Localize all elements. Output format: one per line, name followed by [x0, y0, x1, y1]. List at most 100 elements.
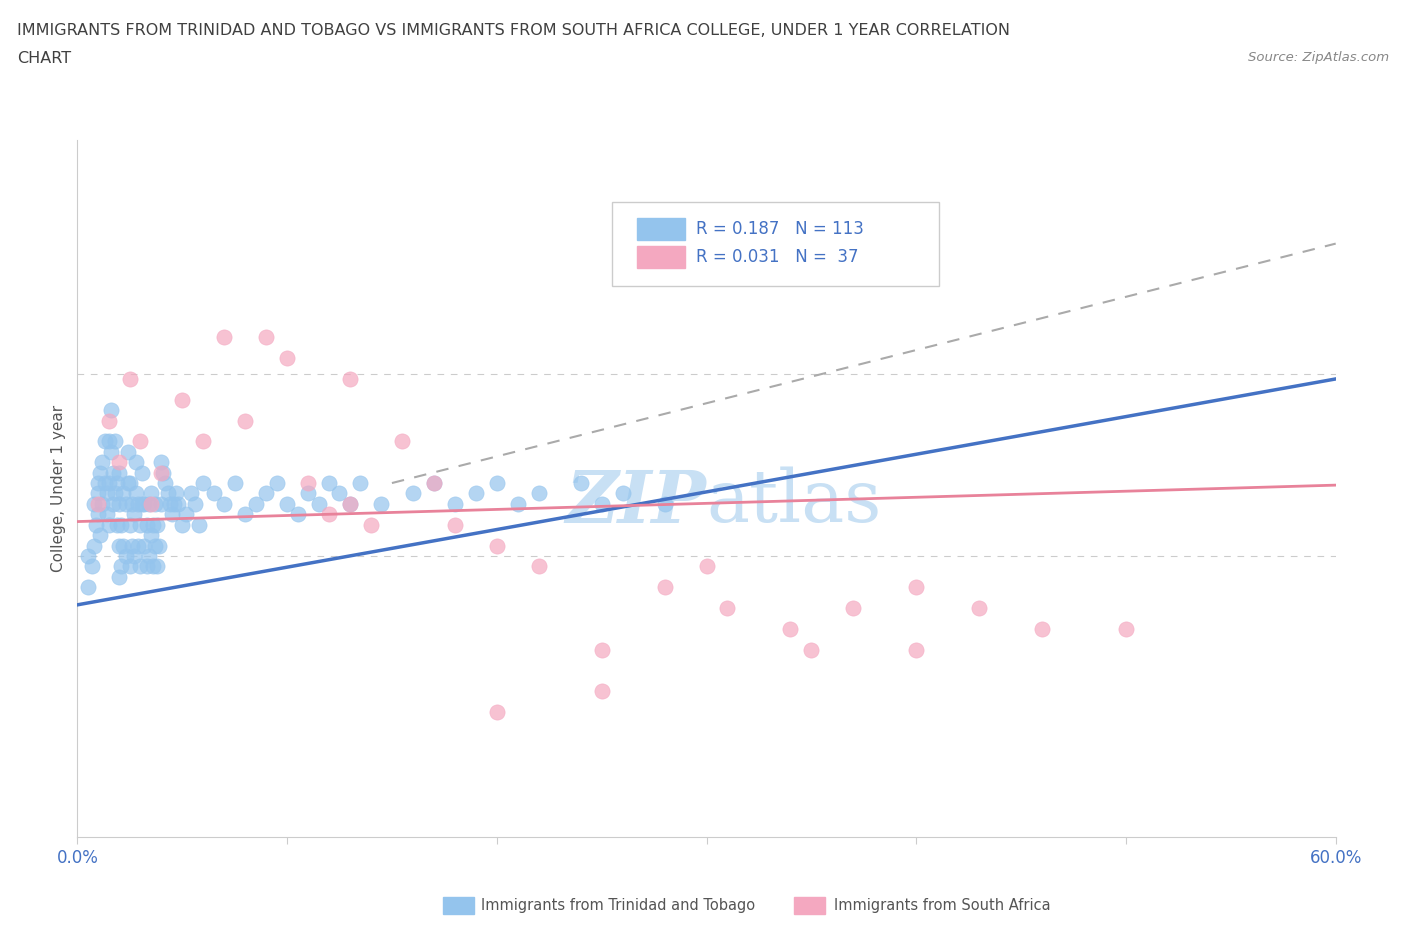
Point	[142, 517, 165, 532]
Point	[591, 497, 613, 512]
Point	[97, 517, 120, 532]
Point	[176, 507, 198, 522]
Point	[569, 475, 592, 490]
Text: R = 0.187   N = 113: R = 0.187 N = 113	[696, 219, 865, 238]
Point	[146, 559, 169, 574]
Point	[125, 455, 148, 470]
Point	[318, 507, 340, 522]
Point	[276, 497, 298, 512]
Point	[1115, 621, 1137, 636]
Point	[114, 549, 136, 564]
Point	[112, 538, 135, 553]
Point	[444, 517, 467, 532]
Point	[349, 475, 371, 490]
Point	[135, 559, 157, 574]
Point	[308, 497, 330, 512]
Point	[485, 705, 508, 720]
Point	[591, 684, 613, 698]
Point	[202, 486, 225, 501]
Point	[127, 497, 149, 512]
Text: IMMIGRANTS FROM TRINIDAD AND TOBAGO VS IMMIGRANTS FROM SOUTH AFRICA COLLEGE, UND: IMMIGRANTS FROM TRINIDAD AND TOBAGO VS I…	[17, 23, 1010, 38]
Point	[129, 559, 152, 574]
Point	[143, 538, 166, 553]
Point	[402, 486, 425, 501]
Point	[297, 475, 319, 490]
Point	[138, 497, 160, 512]
Point	[108, 465, 131, 480]
Point	[224, 475, 246, 490]
Point	[276, 351, 298, 365]
Point	[370, 497, 392, 512]
Point	[93, 475, 115, 490]
Point	[297, 486, 319, 501]
Point	[143, 497, 166, 512]
Text: R = 0.031   N =  37: R = 0.031 N = 37	[696, 247, 859, 266]
Point	[122, 507, 145, 522]
Point	[91, 455, 114, 470]
Point	[527, 559, 550, 574]
Point	[97, 413, 120, 428]
Point	[93, 434, 115, 449]
Point	[134, 497, 156, 512]
Point	[89, 465, 111, 480]
Point	[152, 465, 174, 480]
Point	[287, 507, 309, 522]
Point	[423, 475, 446, 490]
Point	[127, 538, 149, 553]
Point	[696, 559, 718, 574]
Point	[117, 445, 139, 459]
Point	[148, 538, 170, 553]
Point	[121, 497, 143, 512]
Point	[485, 538, 508, 553]
Point	[654, 497, 676, 512]
Point	[122, 549, 145, 564]
Point	[108, 497, 131, 512]
Point	[905, 579, 928, 594]
Point	[97, 434, 120, 449]
Point	[188, 517, 211, 532]
Point	[716, 601, 738, 616]
Point	[266, 475, 288, 490]
Point	[527, 486, 550, 501]
Point	[138, 549, 160, 564]
Point	[129, 517, 152, 532]
Point	[139, 497, 162, 512]
Point	[134, 538, 156, 553]
Point	[108, 455, 131, 470]
Point	[800, 643, 823, 658]
Point	[172, 517, 194, 532]
Point	[184, 497, 207, 512]
Point	[87, 507, 110, 522]
Point	[506, 497, 529, 512]
Point	[165, 486, 187, 501]
Point	[654, 579, 676, 594]
Text: Immigrants from South Africa: Immigrants from South Africa	[834, 898, 1050, 913]
Point	[591, 643, 613, 658]
Point	[112, 486, 135, 501]
Point	[160, 507, 183, 522]
Point	[1031, 621, 1053, 636]
Point	[967, 601, 990, 616]
Point	[318, 475, 340, 490]
Point	[146, 517, 169, 532]
Point	[117, 475, 139, 490]
Point	[135, 517, 157, 532]
Point	[104, 434, 127, 449]
Point	[118, 559, 141, 574]
Point	[159, 497, 181, 512]
Point	[156, 486, 179, 501]
Text: CHART: CHART	[17, 51, 70, 66]
Text: atlas: atlas	[707, 467, 882, 538]
Point	[80, 559, 103, 574]
FancyBboxPatch shape	[637, 218, 685, 240]
Point	[100, 403, 122, 418]
Point	[191, 475, 215, 490]
Point	[779, 621, 801, 636]
Point	[114, 497, 136, 512]
Point	[83, 538, 105, 553]
Point	[423, 475, 446, 490]
Point	[233, 413, 256, 428]
Text: Source: ZipAtlas.com: Source: ZipAtlas.com	[1249, 51, 1389, 64]
Point	[444, 497, 467, 512]
Point	[97, 475, 120, 490]
